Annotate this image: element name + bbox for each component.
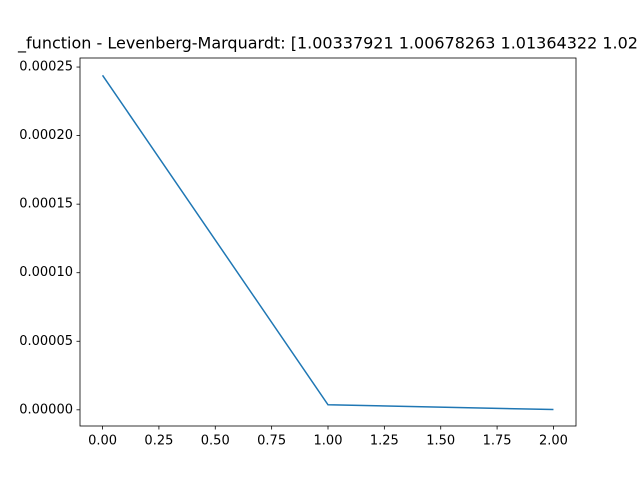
y-tick-label: 0.00005: [19, 334, 73, 349]
plot-frame: [79, 57, 577, 427]
x-tick-label: 1.00: [314, 434, 343, 449]
y-tick-label: 0.00000: [19, 402, 73, 417]
y-tick-label: 0.00015: [19, 197, 73, 212]
y-tick-label: 0.00010: [19, 265, 73, 280]
x-tick-label: 0.25: [144, 434, 173, 449]
x-tick-label: 0.75: [257, 434, 286, 449]
x-tick-label: 1.75: [483, 434, 512, 449]
x-tick-label: 2.00: [539, 434, 568, 449]
y-tick-label: 0.00020: [19, 128, 73, 143]
y-tick-label: 0.00025: [19, 60, 73, 75]
chart-title: _function - Levenberg-Marquardt: [1.0033…: [17, 34, 638, 54]
x-tick-label: 0.50: [201, 434, 230, 449]
x-tick-label: 1.25: [370, 434, 399, 449]
x-tick-label: 1.50: [426, 434, 455, 449]
line: [101, 74, 554, 411]
x-tick-label: 0.00: [88, 434, 117, 449]
